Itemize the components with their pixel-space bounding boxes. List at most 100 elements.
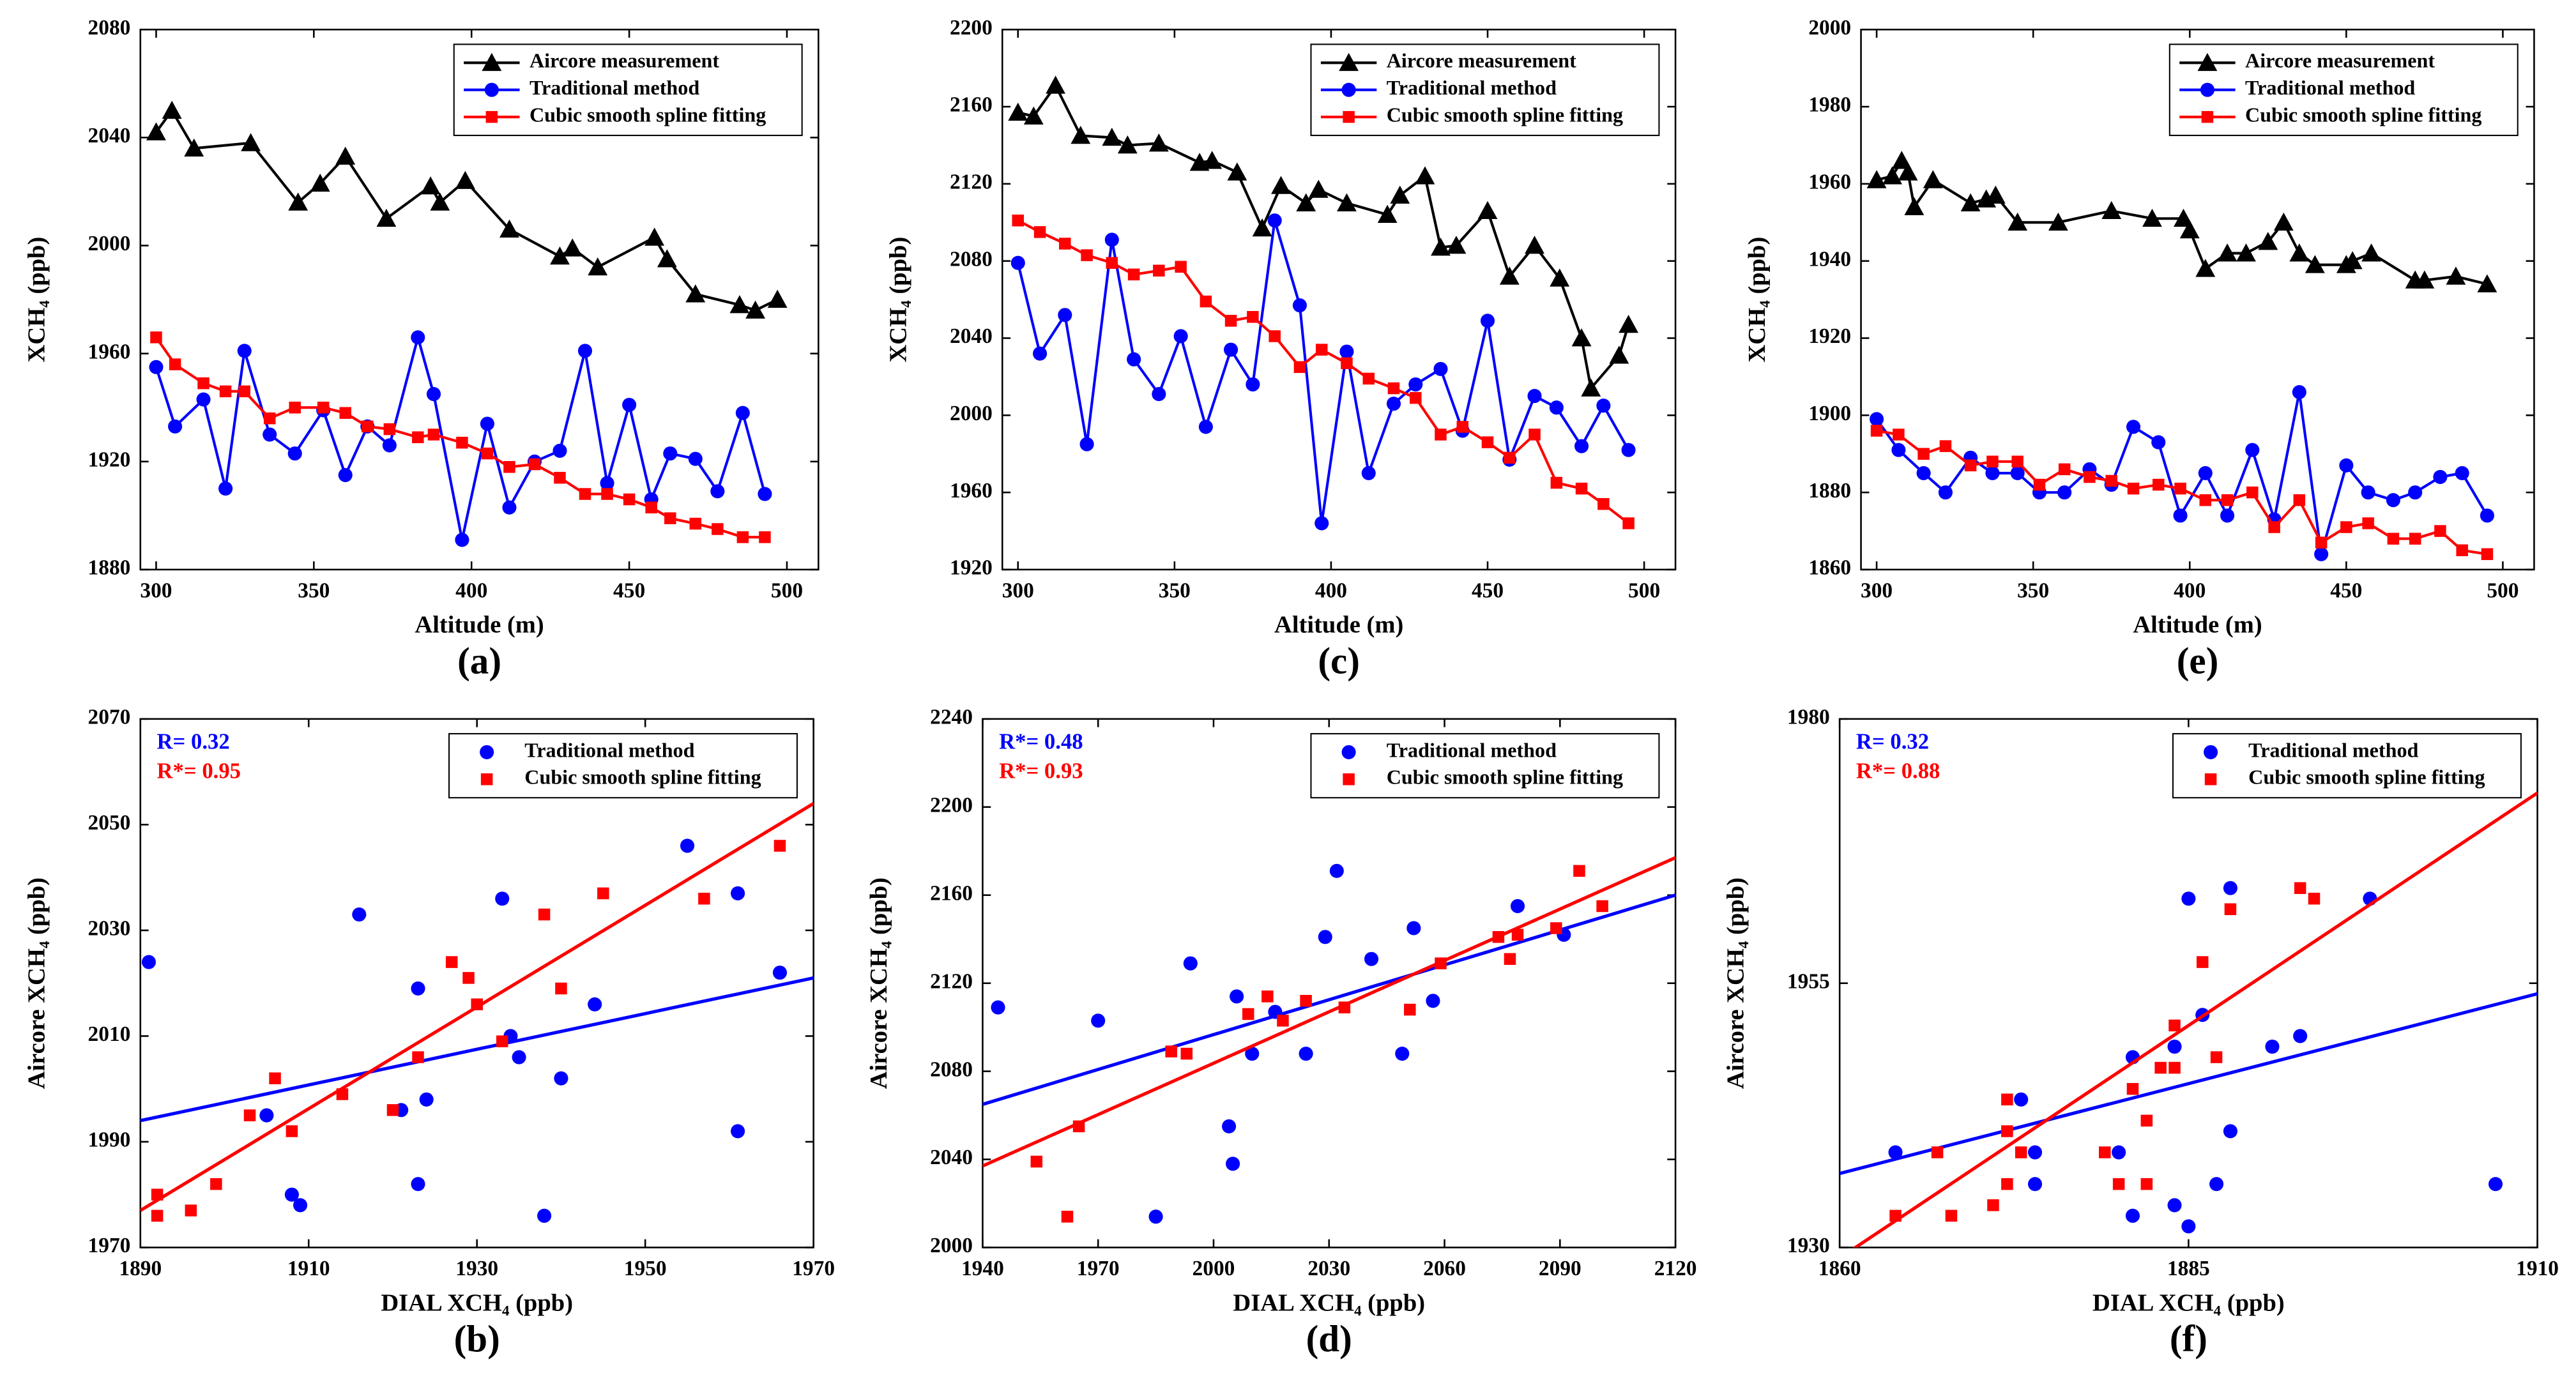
data-point xyxy=(503,461,515,473)
data-point xyxy=(411,981,425,996)
y-tick-label: 1990 xyxy=(88,1128,131,1152)
data-point xyxy=(2386,493,2400,508)
data-point xyxy=(2140,1114,2153,1127)
legend-marker xyxy=(1341,745,1356,759)
panel-label: (a) xyxy=(457,640,501,682)
data-point xyxy=(1308,179,1329,198)
data-point xyxy=(1023,106,1044,125)
x-tick-label: 350 xyxy=(2017,579,2049,603)
data-point xyxy=(680,838,695,853)
data-point xyxy=(1046,75,1065,94)
data-point xyxy=(2195,259,2216,277)
data-point xyxy=(2340,521,2352,533)
annotation: R= 0.32 xyxy=(156,729,229,754)
x-tick-label: 300 xyxy=(1002,579,1034,603)
data-point xyxy=(1619,314,1639,333)
legend-label: Aircore measurement xyxy=(2245,49,2435,72)
data-point xyxy=(2480,508,2494,523)
data-point xyxy=(2125,1208,2140,1223)
data-point xyxy=(197,377,210,390)
data-point xyxy=(1318,930,1332,944)
panel-label: (b) xyxy=(454,1317,500,1360)
plot-frame xyxy=(1001,28,1677,571)
data-point xyxy=(588,997,602,1012)
data-point xyxy=(376,208,397,227)
data-point xyxy=(2168,1019,2181,1032)
data-point xyxy=(1364,951,1379,966)
legend-label: Aircore measurement xyxy=(530,49,719,72)
data-point xyxy=(2293,1029,2308,1043)
data-point xyxy=(712,523,724,535)
x-tick-label: 1970 xyxy=(1077,1257,1120,1280)
data-point xyxy=(412,431,424,443)
data-point xyxy=(2001,1093,2013,1106)
data-point xyxy=(2481,548,2494,561)
data-point xyxy=(710,484,725,499)
data-point xyxy=(1408,377,1423,392)
data-point xyxy=(1106,257,1118,269)
legend-label: Traditional method xyxy=(1387,738,1557,761)
x-tick-label: 1910 xyxy=(2516,1257,2559,1280)
data-point xyxy=(168,419,183,434)
data-point xyxy=(1117,135,1138,154)
data-point xyxy=(1165,1045,1177,1057)
data-point xyxy=(623,493,636,506)
data-point xyxy=(528,458,541,471)
panel-label: (d) xyxy=(1306,1317,1352,1360)
data-point xyxy=(1148,133,1169,152)
data-point xyxy=(2174,482,2186,495)
data-point xyxy=(2174,208,2193,227)
data-point xyxy=(2008,212,2028,231)
data-point xyxy=(1435,957,1447,969)
data-point xyxy=(1079,437,1094,451)
data-point xyxy=(2167,1198,2182,1213)
x-tick-label: 450 xyxy=(2330,579,2362,603)
data-point xyxy=(579,488,591,500)
data-point xyxy=(1964,459,1977,472)
data-point xyxy=(729,295,750,314)
data-point xyxy=(1300,995,1312,1007)
data-point xyxy=(1410,391,1422,404)
data-point xyxy=(2167,1039,2182,1054)
data-point xyxy=(462,972,475,984)
y-axis-label: XCH₄ (ppb) xyxy=(885,237,912,363)
data-point xyxy=(2181,891,2196,906)
annotation: R*= 0.88 xyxy=(1856,759,1940,784)
data-point xyxy=(1395,1046,1410,1061)
data-point xyxy=(455,533,469,547)
annotation: R= 0.32 xyxy=(1856,729,1929,754)
data-point xyxy=(1404,1003,1416,1016)
data-point xyxy=(456,436,468,449)
y-tick-label: 2160 xyxy=(930,881,973,905)
legend-box xyxy=(1310,732,1660,799)
data-point xyxy=(2315,536,2328,549)
data-point xyxy=(2027,1145,2043,1160)
data-point xyxy=(1252,218,1272,237)
data-point xyxy=(1477,201,1498,220)
data-point xyxy=(1338,1001,1351,1013)
data-point xyxy=(685,284,706,303)
data-point xyxy=(2217,243,2237,262)
data-point xyxy=(2294,882,2306,894)
data-point xyxy=(2196,956,2209,968)
data-point xyxy=(1183,956,1198,971)
data-point xyxy=(1293,361,1306,374)
legend-box xyxy=(448,732,798,799)
data-point xyxy=(1296,193,1316,211)
data-point xyxy=(1866,170,1887,188)
data-point xyxy=(151,1209,164,1222)
legend-marker xyxy=(2204,773,2217,785)
data-point xyxy=(1386,397,1401,411)
data-point xyxy=(554,1071,568,1086)
data-point xyxy=(1571,328,1592,347)
data-point xyxy=(263,412,276,425)
data-point xyxy=(1152,387,1166,402)
legend-label: Cubic smooth spline fitting xyxy=(2245,103,2481,126)
data-point xyxy=(241,133,261,151)
data-point xyxy=(1987,1199,1999,1211)
data-point xyxy=(1329,863,1344,878)
legend-label: Traditional method xyxy=(2245,76,2415,99)
legend-marker xyxy=(482,52,502,72)
data-point xyxy=(495,891,510,906)
data-point xyxy=(1525,236,1544,254)
